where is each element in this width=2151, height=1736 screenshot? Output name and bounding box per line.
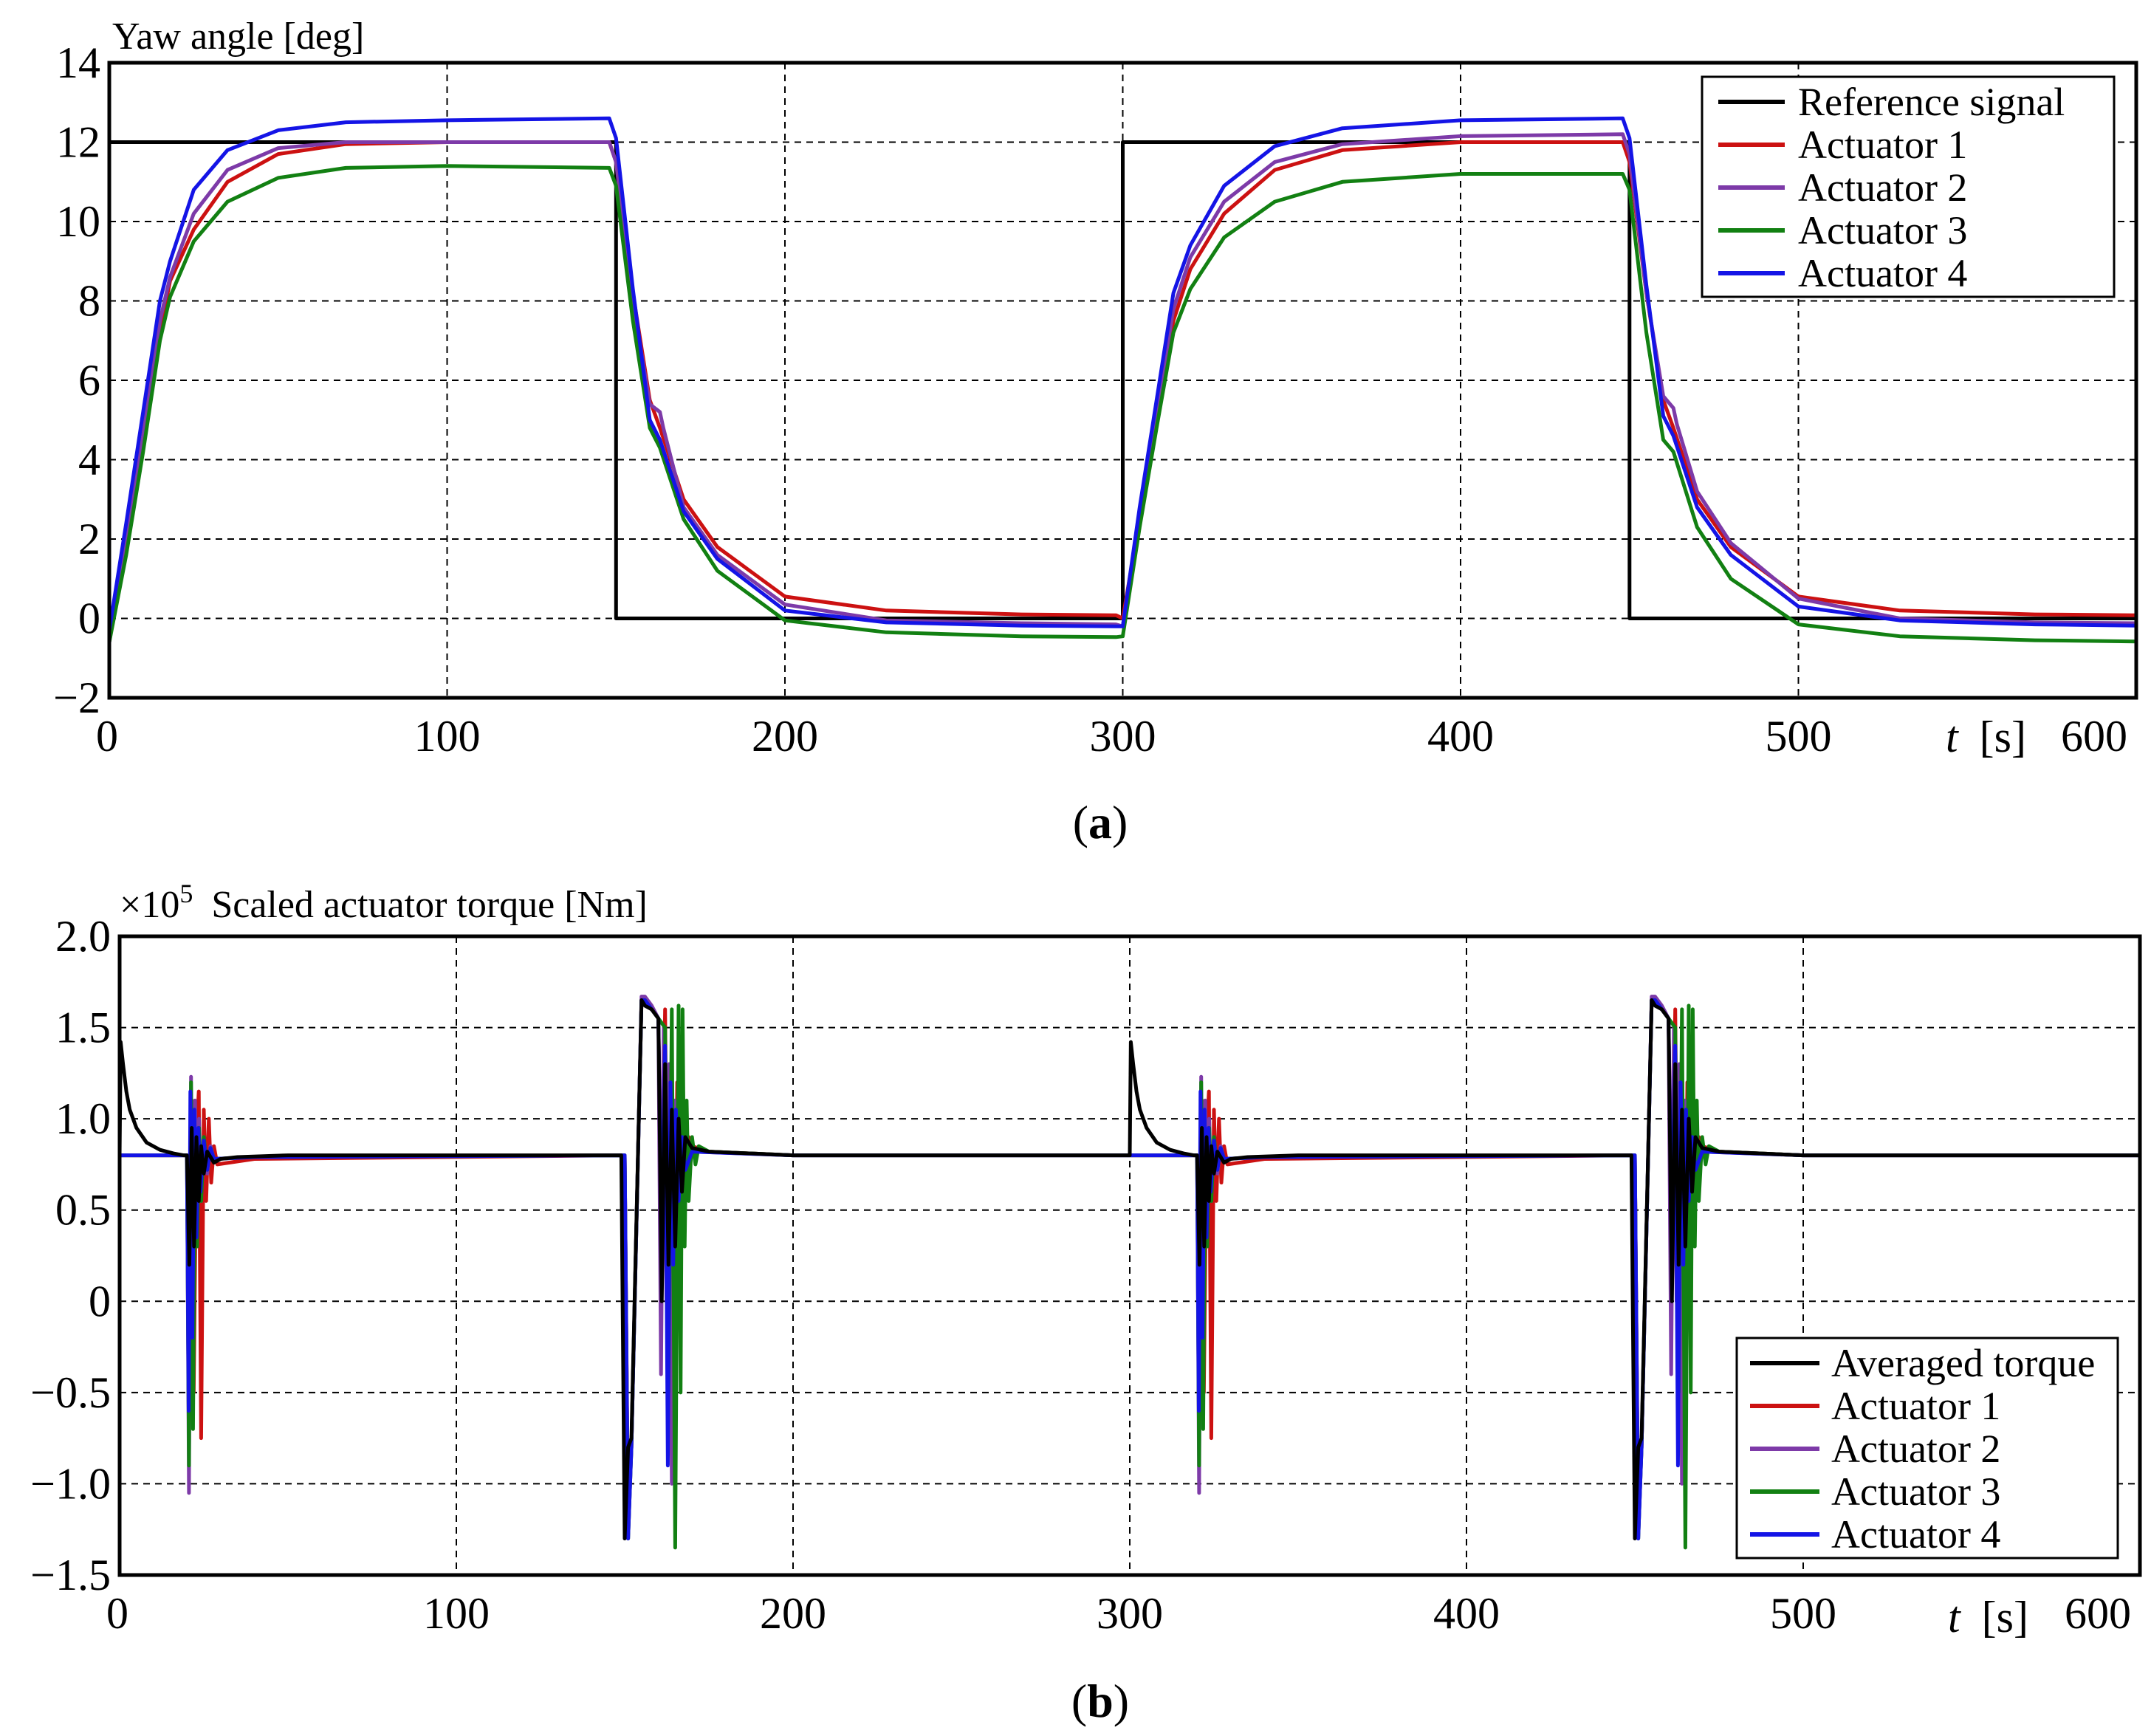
x-tick-label: 500 <box>1770 1589 1836 1638</box>
y-axis-multiplier: ×10 <box>120 884 179 926</box>
y-axis-label: Yaw angle [deg] <box>112 16 364 58</box>
x-axis-label-variable: t <box>1948 1593 1961 1641</box>
x-axis-label-variable: t <box>1946 713 1959 761</box>
y-axis-label: ×105 Scaled actuator torque [Nm] <box>120 879 648 926</box>
x-tick-label: 0 <box>106 1589 128 1638</box>
y-tick-label: 2 <box>78 515 100 563</box>
x-tick-label: 300 <box>1097 1589 1163 1638</box>
x-tick-label: 500 <box>1766 712 1832 761</box>
panel-caption: (b) <box>1071 1675 1129 1727</box>
legend-label: Actuator 3 <box>1798 208 1967 253</box>
y-tick-label: 1.0 <box>55 1094 111 1143</box>
y-tick-label: 8 <box>78 277 100 326</box>
series-lines <box>109 116 2136 645</box>
legend-label: Averaged torque <box>1831 1341 2095 1385</box>
legend-label: Actuator 1 <box>1798 123 1967 167</box>
series-lines <box>120 995 2140 1550</box>
series-line-averaged-torque <box>120 998 2140 1541</box>
y-tick-label: 1.5 <box>55 1003 111 1052</box>
y-tick-label: 6 <box>78 356 100 405</box>
legend-label: Actuator 1 <box>1831 1384 2000 1428</box>
series-line-actuator-4 <box>109 116 2136 633</box>
legend-label: Actuator 2 <box>1798 165 1967 210</box>
y-tick-labels: −2 0 2 4 6 8 10 12 14 <box>53 38 100 722</box>
y-axis-exponent: 5 <box>179 879 193 908</box>
series-line-actuator-3 <box>109 164 2136 645</box>
y-tick-labels: −1.5 −1.0 −0.5 0 0.5 1.0 1.5 2.0 <box>30 912 111 1599</box>
x-tick-label: 300 <box>1090 712 1156 761</box>
y-tick-label: 2.0 <box>55 912 111 961</box>
panel-caption: (a) <box>1073 796 1128 848</box>
x-tick-label: 600 <box>2065 1589 2131 1638</box>
x-tick-label: 0 <box>96 712 118 761</box>
legend-label: Actuator 3 <box>1831 1469 2000 1514</box>
caption-close-paren: ) <box>1112 796 1128 848</box>
legend-label: Actuator 4 <box>1798 251 1967 295</box>
y-tick-label: 0 <box>78 594 100 643</box>
caption-letter: b <box>1087 1675 1114 1727</box>
y-tick-label: 0.5 <box>55 1186 111 1235</box>
x-tick-label: 400 <box>1433 1589 1500 1638</box>
caption-letter: a <box>1088 796 1112 848</box>
y-tick-label: −2 <box>53 673 100 722</box>
plot-frame <box>117 934 2142 1577</box>
plot-frame <box>107 61 2138 700</box>
y-tick-label: 4 <box>78 436 100 484</box>
caption-open-paren: ( <box>1073 796 1088 848</box>
y-tick-label: 12 <box>56 118 100 167</box>
x-axis-label-unit: [s] <box>1980 713 2026 761</box>
legend-label: Actuator 4 <box>1831 1512 2000 1557</box>
caption-close-paren: ) <box>1114 1675 1129 1727</box>
caption-open-paren: ( <box>1071 1675 1087 1727</box>
actuator-torque-chart: −1.5 −1.0 −0.5 0 0.5 1.0 1.5 2.0 0 100 200 300 400 5… <box>30 879 2142 1727</box>
y-tick-label: −0.5 <box>30 1368 111 1417</box>
y-tick-label: −1.0 <box>30 1459 111 1508</box>
legend-label: Actuator 2 <box>1831 1427 2000 1471</box>
x-tick-label: 100 <box>414 712 481 761</box>
x-tick-label: 600 <box>2061 712 2127 761</box>
x-tick-label: 200 <box>752 712 818 761</box>
legend-label: Reference signal <box>1798 80 2065 124</box>
x-axis-label: t [s] <box>1946 713 2026 761</box>
y-tick-label: 14 <box>56 38 100 87</box>
x-axis-label: t [s] <box>1948 1593 2028 1641</box>
x-axis-label-unit: [s] <box>1982 1593 2028 1641</box>
y-tick-label: −1.5 <box>30 1551 111 1599</box>
x-tick-labels: 0 100 200 300 400 500 600 <box>106 1589 2131 1638</box>
y-tick-label: 10 <box>56 197 100 246</box>
x-tick-label: 200 <box>760 1589 826 1638</box>
x-tick-label: 100 <box>423 1589 490 1638</box>
series-line-actuator-2 <box>109 132 2136 645</box>
x-tick-label: 400 <box>1427 712 1494 761</box>
y-tick-label: 0 <box>89 1277 111 1325</box>
series-line-actuator-1 <box>109 140 2136 640</box>
y-axis-title: Scaled actuator torque [Nm] <box>211 884 648 926</box>
x-tick-labels: 0 100 200 300 400 500 600 <box>96 712 2127 761</box>
